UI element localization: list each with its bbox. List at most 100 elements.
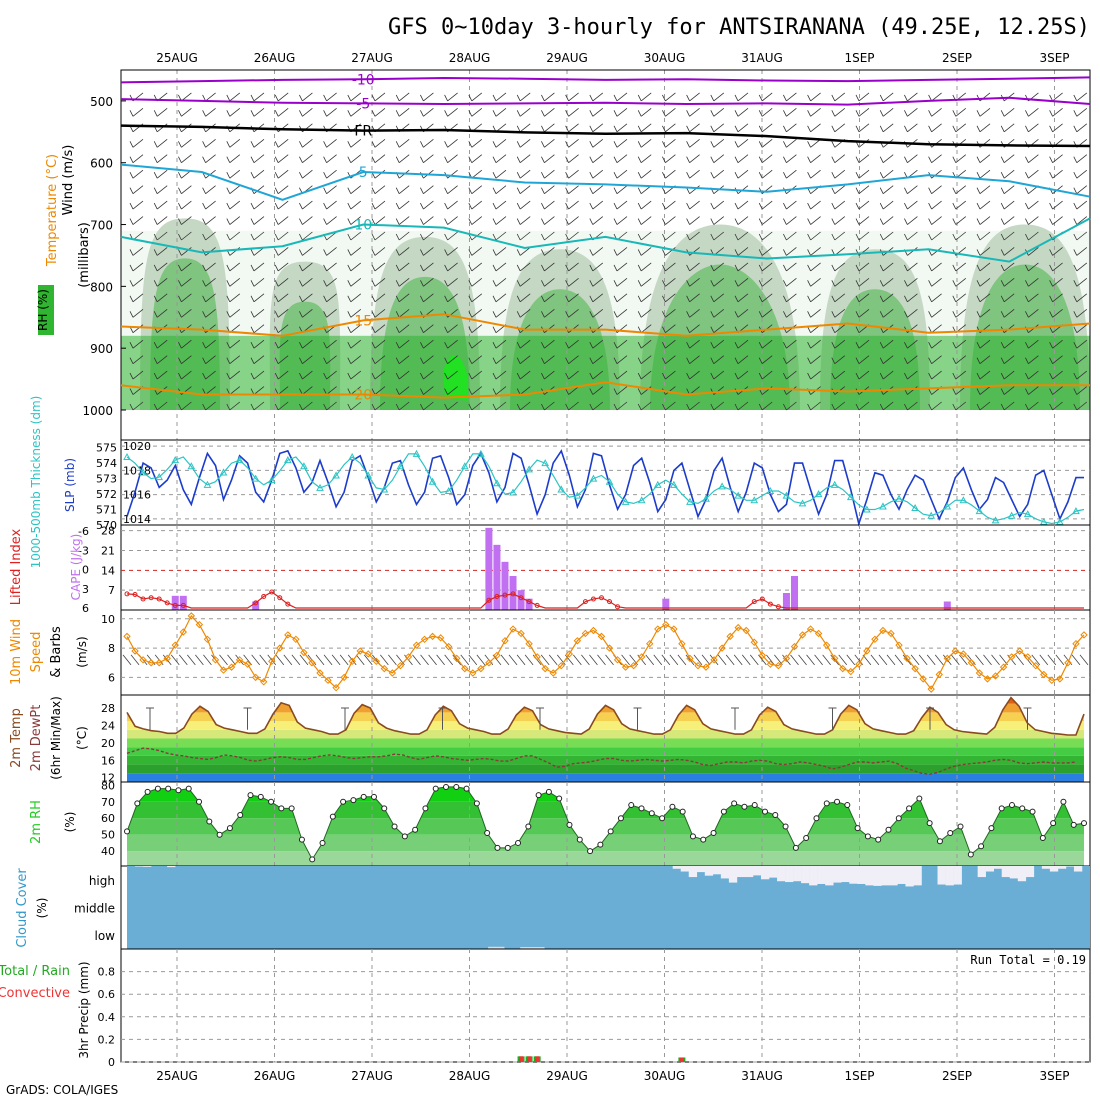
wind-barb: [855, 278, 870, 287]
wind-barb: [879, 123, 894, 133]
wind-barb: [516, 185, 531, 194]
thickness-point: [444, 486, 453, 494]
wind-barb: [1025, 231, 1039, 241]
wind-barb: [1049, 216, 1063, 225]
wind-barb: [662, 138, 676, 148]
cape-bar: [525, 598, 533, 610]
wind-barb: [952, 370, 967, 380]
cloud-gap-high: [793, 866, 802, 882]
y-left-tick-label: 3: [82, 583, 89, 596]
wind-barb: [202, 200, 216, 210]
wind-barb: [468, 154, 483, 164]
wind-barb: [1073, 324, 1088, 334]
wind-speed-point: [260, 678, 268, 686]
wind-barb: [226, 216, 241, 225]
y-axis-label-temp-c: (6hr Min/Max): [49, 696, 63, 780]
cloud-gap-low: [536, 947, 545, 949]
temp-band: [127, 703, 1084, 713]
wind-barb: [492, 355, 507, 364]
cloud-layer-label: high: [89, 874, 115, 888]
y-axis-label-rh2m: 2m RH: [29, 800, 44, 844]
wind-barb: [250, 293, 265, 303]
wind-speed-point: [806, 625, 815, 633]
wind-barb: [831, 185, 846, 194]
wind-barb: [202, 92, 216, 102]
rh-point: [134, 800, 141, 807]
wind-barb: [605, 654, 614, 666]
wind-barb: [412, 654, 421, 666]
thickness-point: [895, 494, 903, 502]
wind-barb: [814, 654, 823, 666]
wind-barb: [250, 355, 265, 364]
wind-barb: [686, 278, 700, 287]
y-tick-label: 50: [101, 829, 115, 842]
thickness-point: [1007, 511, 1016, 519]
wind-barb: [928, 308, 942, 318]
wind-barb: [153, 247, 168, 256]
wind-barb: [976, 231, 991, 241]
wind-barb: [565, 386, 579, 395]
wind-barb: [339, 654, 349, 666]
wind-barb: [129, 108, 144, 117]
thickness-point: [235, 456, 244, 464]
wind-speed-point: [1032, 661, 1040, 670]
wind-barb: [1000, 386, 1015, 395]
thickness-slp-panel: 1014 1016 1018 1020 570 571 572 573 574 575 1000-5…: [29, 396, 1091, 568]
wind-barb: [783, 308, 797, 318]
wind-speed-point: [959, 650, 968, 658]
wind-barb: [299, 92, 313, 102]
y-left-tick-label: 0: [82, 564, 89, 577]
wind-barb: [613, 169, 628, 179]
wind-barb: [710, 401, 725, 411]
cloud-gap-high: [680, 866, 690, 872]
wind-barb: [444, 370, 458, 380]
wind-speed-point: [637, 653, 646, 661]
wind-barb: [976, 154, 991, 164]
wind-barb: [879, 92, 894, 102]
cloud-gap-low: [520, 947, 529, 949]
wind-barb: [662, 216, 676, 225]
rh-point: [473, 800, 480, 807]
rh-point: [504, 844, 511, 851]
wind-barb: [129, 278, 144, 287]
thickness-point: [541, 459, 550, 467]
rh-point: [309, 856, 316, 863]
rh-point: [751, 802, 758, 809]
li-point: [486, 597, 492, 603]
rh-point: [957, 823, 964, 830]
rh-point: [381, 805, 388, 812]
wind-barb: [347, 355, 362, 364]
wind-barb: [782, 654, 791, 666]
rh-point: [823, 800, 830, 807]
wind-barb: [267, 654, 277, 666]
thickness-point: [316, 483, 324, 491]
wind-barb: [783, 123, 797, 133]
rh-point: [350, 797, 357, 804]
wind-barb: [153, 185, 168, 194]
wind-speed-point: [573, 637, 582, 645]
wind-barb: [395, 308, 410, 318]
wind-barb: [928, 355, 942, 364]
thickness-point: [686, 497, 694, 505]
wind-barb: [822, 654, 831, 666]
wind-barb: [299, 370, 313, 380]
wind-barb: [516, 169, 531, 179]
cloud-gap-high: [1049, 866, 1059, 872]
wind-barb: [178, 154, 192, 164]
rh-point: [587, 848, 594, 855]
x-top-tick-label: 1SEP: [844, 51, 874, 65]
thickness-point: [477, 449, 485, 457]
wind-barb: [516, 262, 531, 272]
cloud-gap-high: [809, 866, 818, 886]
wind-speed-line: [126, 614, 1085, 691]
wind-barb: [758, 370, 773, 380]
wind-barb: [758, 92, 773, 102]
wind-barb: [130, 654, 140, 666]
wind-barb: [468, 108, 483, 117]
wind-barb: [1049, 92, 1063, 102]
wind-speed-point: [967, 659, 976, 667]
wind-barb: [323, 370, 337, 380]
rh-point: [463, 785, 470, 792]
wind-barb: [347, 370, 362, 380]
rh-point: [185, 785, 192, 792]
